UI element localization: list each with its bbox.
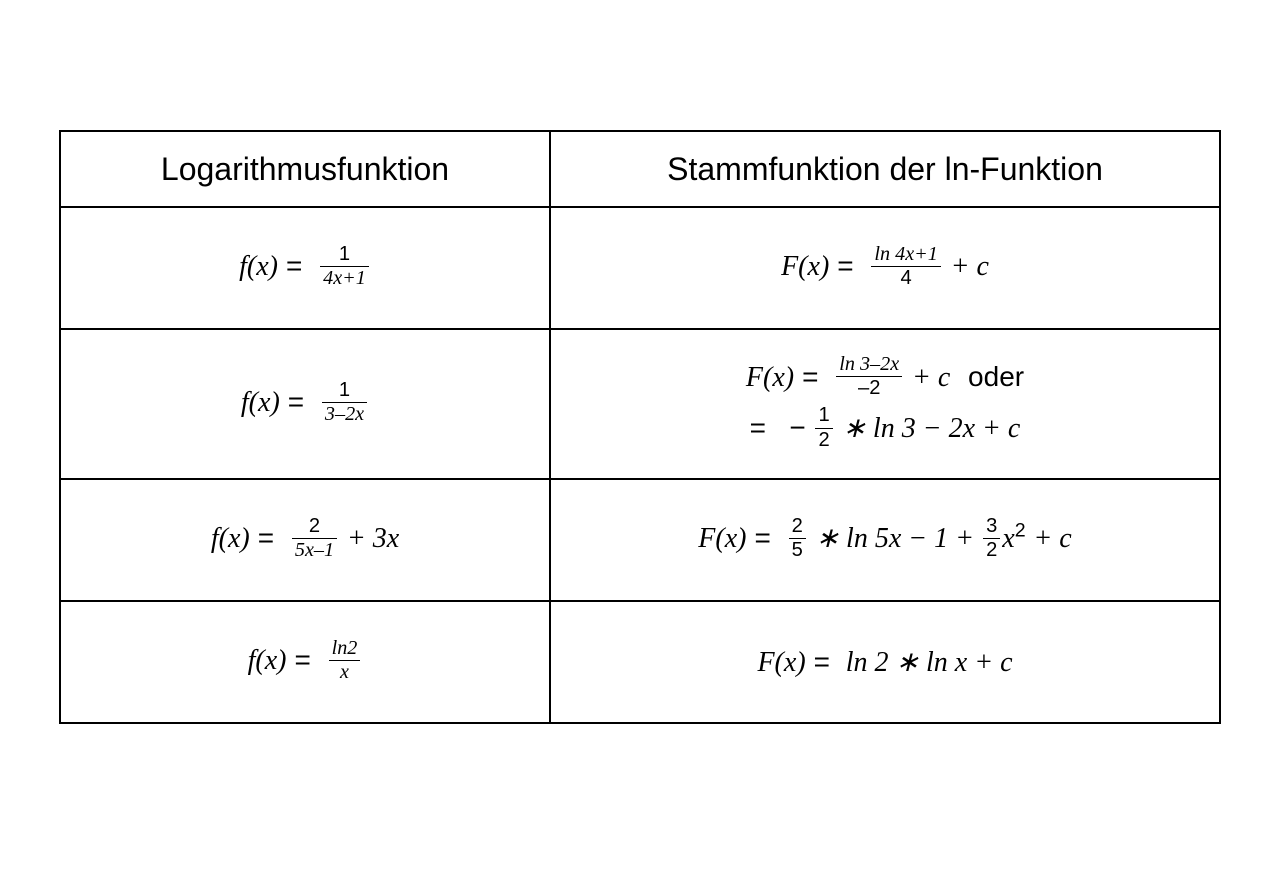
cell-F-1: F(x)= ln 4x+1 4 + c	[550, 207, 1220, 329]
cell-F-2: F(x)= ln 3–2x –2 + c oder = − 1	[550, 329, 1220, 479]
cell-F-3: F(x)= 2 5 ∗ ln 5x − 1 + 3 2 x2 + c	[550, 479, 1220, 601]
table-row: f(x)= 1 4x+1 F(x)= ln 4x+1 4	[60, 207, 1220, 329]
page: Logarithmusfunktion Stammfunktion der ln…	[0, 0, 1280, 724]
cell-f-1: f(x)= 1 4x+1	[60, 207, 550, 329]
cell-f-4: f(x)= ln2 x	[60, 601, 550, 723]
antiderivative-table: Logarithmusfunktion Stammfunktion der ln…	[59, 130, 1221, 724]
table-header-row: Logarithmusfunktion Stammfunktion der ln…	[60, 131, 1220, 207]
table-row: f(x)= ln2 x F(x)= ln 2 ∗ ln x + c	[60, 601, 1220, 723]
table-row: f(x)= 1 3–2x F(x)= ln 3–2x –2	[60, 329, 1220, 479]
column-header-right: Stammfunktion der ln-Funktion	[550, 131, 1220, 207]
column-header-left: Logarithmusfunktion	[60, 131, 550, 207]
cell-F-4: F(x)= ln 2 ∗ ln x + c	[550, 601, 1220, 723]
table-row: f(x)= 2 5x–1 + 3x F(x)= 2 5	[60, 479, 1220, 601]
cell-f-3: f(x)= 2 5x–1 + 3x	[60, 479, 550, 601]
cell-f-2: f(x)= 1 3–2x	[60, 329, 550, 479]
